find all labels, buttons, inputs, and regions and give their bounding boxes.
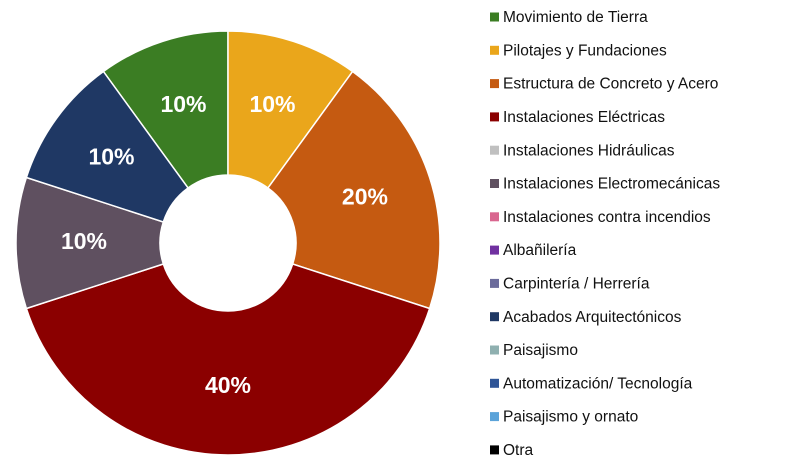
legend-swatch: [490, 45, 499, 55]
legend-label: Automatización/ Tecnología: [503, 375, 693, 392]
legend-label: Paisajismo: [503, 342, 578, 359]
legend-label: Pilotajes y Fundaciones: [503, 42, 667, 59]
legend-swatch: [490, 212, 499, 222]
slice: [25, 263, 431, 456]
slice-label: 10%: [160, 91, 206, 117]
legend-label: Paisajismo y ornato: [503, 409, 638, 426]
legend-swatch: [490, 145, 499, 155]
legend-label: Instalaciones Electromecánicas: [503, 176, 720, 193]
legend-label: Movimiento de Tierra: [503, 9, 648, 26]
legend-swatch: [490, 112, 499, 122]
slice: [266, 70, 441, 310]
legend-label: Acabados Arquitectónicos: [503, 309, 682, 326]
legend-label: Instalaciones Hidráulicas: [503, 142, 675, 159]
legend-swatch: [490, 278, 499, 288]
slice-label: 10%: [61, 228, 107, 254]
legend-swatch: [490, 312, 499, 322]
slice: [25, 70, 190, 223]
legend-swatch: [490, 345, 499, 355]
legend-label: Carpintería / Herrería: [503, 275, 650, 292]
slice-label: 20%: [342, 184, 388, 210]
legend-swatch: [490, 412, 499, 422]
legend-swatch: [490, 378, 499, 388]
legend-swatch: [490, 12, 499, 22]
legend-label: Estructura de Concreto y Acero: [503, 76, 718, 93]
legend-swatch: [490, 445, 499, 455]
legend-label: Instalaciones contra incendios: [503, 209, 711, 226]
slice-label: 10%: [249, 91, 295, 117]
slice-label: 40%: [205, 372, 251, 398]
legend-swatch: [490, 245, 499, 255]
legend-swatch: [490, 79, 499, 89]
legend-label: Instalaciones Eléctricas: [503, 109, 665, 126]
legend-label: Albañilería: [503, 242, 577, 259]
legend-label: Otra: [503, 442, 534, 457]
slice-label: 10%: [88, 143, 134, 169]
legend-swatch: [490, 179, 499, 188]
